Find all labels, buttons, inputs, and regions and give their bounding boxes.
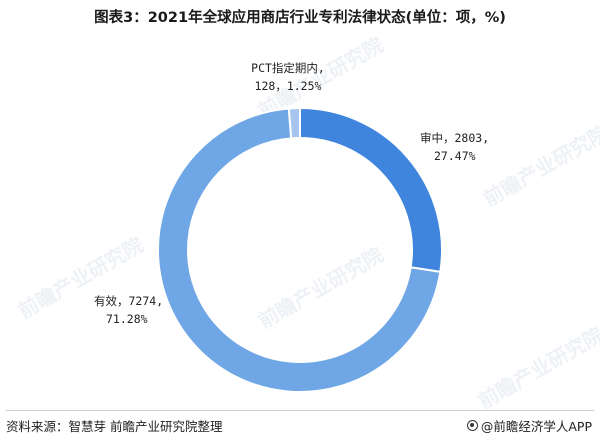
brand-credit: @前瞻经济学人APP bbox=[466, 416, 592, 435]
slice-valid bbox=[157, 107, 442, 393]
label-valid-name: 有效，7274, bbox=[94, 294, 163, 308]
label-pending-name: 审中，2803, bbox=[420, 131, 489, 145]
label-pct-value: 128，1.25% bbox=[255, 79, 322, 93]
slice-labels: 审中，2803, 27.47% 有效，7274, 71.28% PCT指定期内, 128，… bbox=[94, 61, 489, 326]
label-pending-value: 27.47% bbox=[434, 149, 476, 163]
source-note: 资料来源：智慧芽 前瞻产业研究院整理 bbox=[6, 419, 223, 434]
slice-pct bbox=[287, 106, 301, 140]
donut-chart: 审中，2803, 27.47% 有效，7274, 71.28% PCT指定期内, 128，… bbox=[94, 61, 489, 393]
label-pct-name: PCT指定期内, bbox=[251, 61, 325, 75]
chart-title: 图表3：2021年全球应用商店行业专利法律状态(单位：项，%) bbox=[94, 10, 506, 26]
donut-slices bbox=[157, 106, 443, 393]
label-valid-value: 71.28% bbox=[106, 312, 148, 326]
brand-logo-icon bbox=[466, 420, 478, 431]
brand-text: @前瞻经济学人APP bbox=[480, 419, 592, 434]
footer-divider bbox=[6, 410, 594, 411]
